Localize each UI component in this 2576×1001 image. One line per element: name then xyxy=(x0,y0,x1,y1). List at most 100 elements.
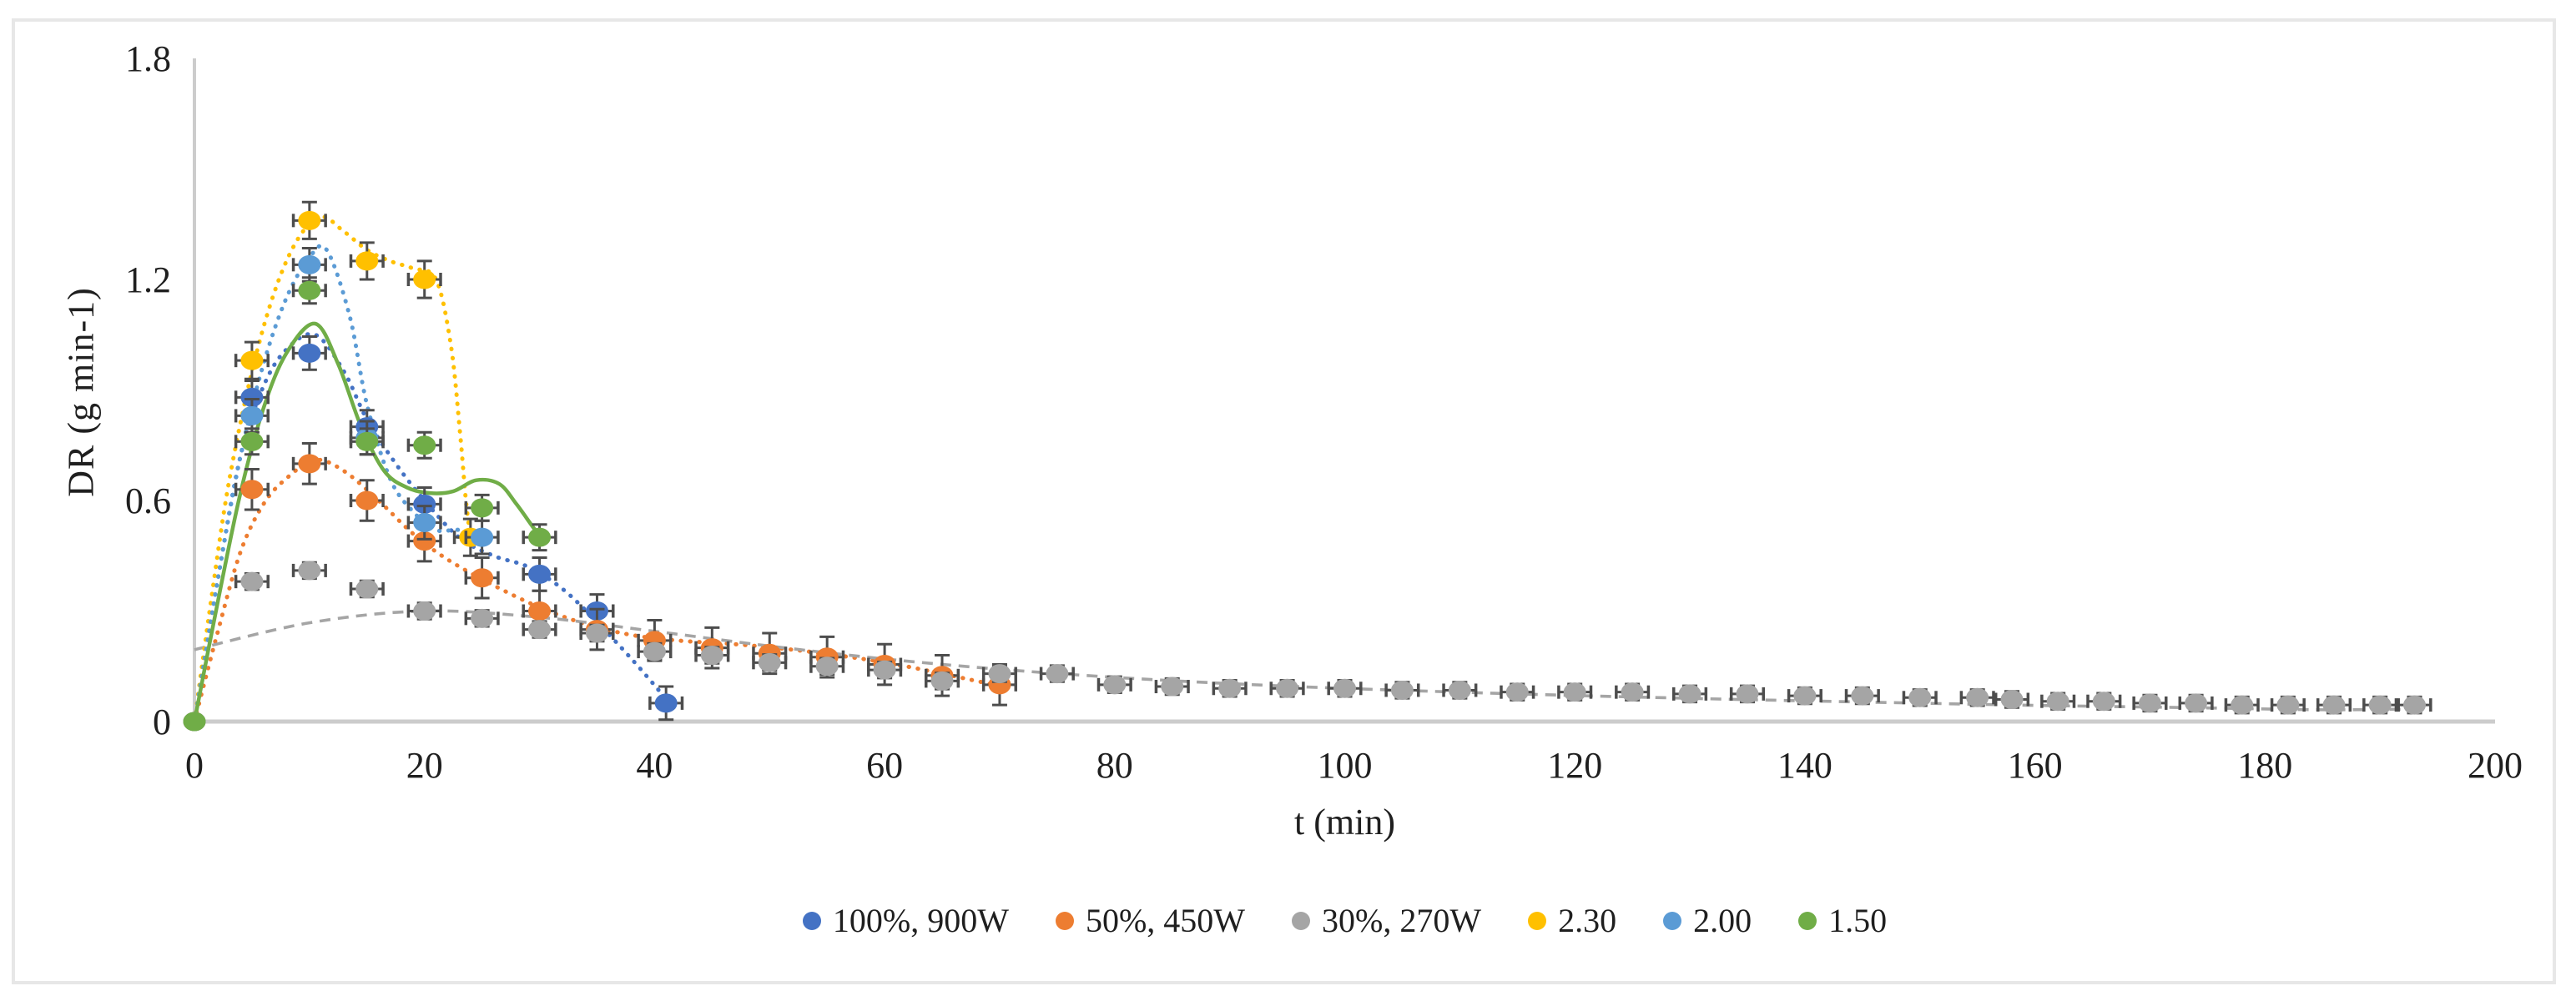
y-tick-label: 1.8 xyxy=(125,38,171,79)
x-tick-label: 200 xyxy=(2468,745,2523,786)
x-tick-label: 40 xyxy=(636,745,673,786)
data-point-series-2 xyxy=(1103,675,1127,695)
data-point-series-2 xyxy=(1448,680,1471,700)
data-point-series-2 xyxy=(1390,680,1414,700)
data-point-series-5 xyxy=(413,435,436,455)
data-point-series-2 xyxy=(1736,684,1759,704)
data-point-series-2 xyxy=(988,664,1011,684)
legend-dot-icon xyxy=(1798,911,1817,930)
data-point-series-2 xyxy=(2276,695,2300,715)
legend-item-5: 1.50 xyxy=(1798,901,1887,940)
data-point-series-2 xyxy=(2368,695,2392,715)
y-axis-title-text: DR (g min-1) xyxy=(60,287,102,497)
trend-line-3 xyxy=(192,214,473,724)
legend-dot-icon xyxy=(802,911,821,930)
y-tick-label: 1.2 xyxy=(125,259,171,300)
data-point-series-2 xyxy=(240,571,264,591)
data-point-series-5 xyxy=(355,431,379,451)
data-point-series-2 xyxy=(413,601,436,621)
legend-label: 2.30 xyxy=(1558,902,1617,939)
data-point-series-2 xyxy=(758,652,781,672)
trend-line-4 xyxy=(192,244,485,724)
data-point-series-2 xyxy=(2092,692,2115,712)
data-point-series-2 xyxy=(2322,695,2346,715)
data-point-series-0 xyxy=(528,564,552,584)
data-point-series-2 xyxy=(528,620,552,640)
data-point-series-0 xyxy=(240,387,264,407)
data-point-series-2 xyxy=(1046,664,1069,684)
x-tick-label: 60 xyxy=(866,745,903,786)
data-point-series-2 xyxy=(873,660,896,680)
data-point-series-2 xyxy=(585,623,608,643)
x-tick-label: 80 xyxy=(1096,745,1133,786)
legend-dot-icon xyxy=(1055,911,1074,930)
legend-label: 2.00 xyxy=(1693,902,1752,939)
y-tick-label: 0 xyxy=(153,702,171,742)
data-point-series-2 xyxy=(2046,692,2069,712)
data-point-series-1 xyxy=(355,490,379,511)
x-tick-label: 0 xyxy=(185,745,204,786)
y-tick-label: 0.6 xyxy=(125,480,171,521)
legend-item-4: 2.00 xyxy=(1663,901,1752,940)
data-point-series-3 xyxy=(413,269,436,289)
data-point-series-2 xyxy=(1333,678,1356,698)
data-point-series-3 xyxy=(298,210,321,230)
data-point-series-1 xyxy=(413,531,436,551)
legend-item-2: 30%, 270W xyxy=(1292,901,1481,940)
data-point-series-2 xyxy=(2138,693,2161,713)
data-point-series-2 xyxy=(2403,695,2427,715)
data-point-series-2 xyxy=(815,656,839,677)
data-point-series-5 xyxy=(240,431,264,451)
data-point-series-2 xyxy=(930,671,954,691)
data-point-series-0 xyxy=(298,343,321,363)
data-point-series-2 xyxy=(1161,677,1184,697)
legend-label: 50%, 450W xyxy=(1085,902,1246,939)
x-tick-label: 180 xyxy=(2237,745,2292,786)
data-point-series-5 xyxy=(298,280,321,300)
data-point-series-5 xyxy=(183,712,206,732)
legend-dot-icon xyxy=(1292,911,1311,930)
data-point-series-2 xyxy=(355,579,379,599)
data-point-series-2 xyxy=(1505,682,1529,702)
data-point-series-2 xyxy=(2000,690,2024,709)
legend-item-1: 50%, 450W xyxy=(1055,901,1246,940)
x-tick-label: 20 xyxy=(406,745,443,786)
chart-legend: 100%, 900W 50%, 450W 30%, 270W 2.30 2.00 1.50 xyxy=(194,901,2495,940)
data-point-series-2 xyxy=(1563,682,1586,702)
trend-line-5 xyxy=(192,321,544,724)
data-point-series-5 xyxy=(528,527,552,547)
x-tick-label: 160 xyxy=(2008,745,2063,786)
legend-label: 1.50 xyxy=(1828,902,1888,939)
data-point-series-2 xyxy=(1621,682,1644,702)
data-point-series-2 xyxy=(700,646,723,665)
trend-line-0 xyxy=(192,331,678,724)
data-point-series-2 xyxy=(1218,678,1242,698)
legend-label: 30%, 270W xyxy=(1322,902,1482,939)
data-point-series-2 xyxy=(1678,684,1701,704)
data-point-series-5 xyxy=(471,498,494,518)
trend-line-1 xyxy=(192,457,1014,724)
legend-dot-icon xyxy=(1663,911,1682,930)
data-point-series-0 xyxy=(413,494,436,514)
data-point-series-2 xyxy=(1908,687,1932,707)
figure-border xyxy=(12,18,2556,984)
data-point-series-1 xyxy=(298,454,321,474)
x-tick-label: 140 xyxy=(1777,745,1832,786)
data-point-series-2 xyxy=(1276,678,1299,698)
legend-dot-icon xyxy=(1528,911,1547,930)
data-point-series-1 xyxy=(240,480,264,500)
x-axis-title: t (min) xyxy=(1294,802,1395,843)
data-point-series-4 xyxy=(471,527,494,547)
data-point-series-4 xyxy=(240,405,264,425)
data-point-series-2 xyxy=(2231,695,2254,715)
data-point-series-3 xyxy=(240,350,264,370)
data-point-series-1 xyxy=(471,568,494,588)
data-point-series-2 xyxy=(1793,686,1817,706)
data-point-series-2 xyxy=(643,641,666,661)
data-point-series-2 xyxy=(471,608,494,628)
data-point-series-1 xyxy=(528,601,552,621)
legend-label: 100%, 900W xyxy=(832,902,1009,939)
data-point-series-4 xyxy=(413,513,436,532)
